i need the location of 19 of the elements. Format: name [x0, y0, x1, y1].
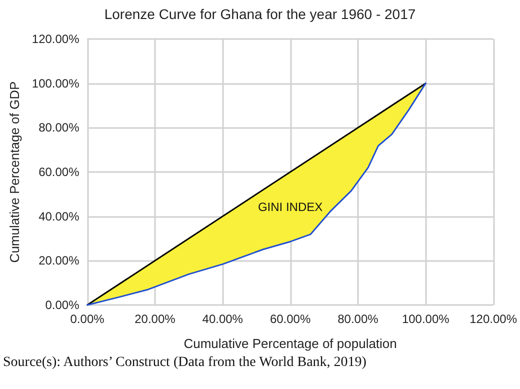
- y-axis-title: Cumulative Percentage of GDP: [7, 81, 22, 263]
- y-tick-label: 20.00%: [38, 254, 80, 268]
- x-tick-label: 60.00%: [270, 312, 311, 326]
- x-tick-label: 100.00%: [402, 312, 450, 326]
- x-tick-label: 40.00%: [202, 312, 244, 326]
- y-tick-label: 60.00%: [38, 165, 80, 179]
- y-tick-label: 100.00%: [32, 76, 80, 90]
- x-tick-label: 20.00%: [134, 312, 176, 326]
- x-tick-label: 0.00%: [70, 312, 105, 326]
- y-tick-label: 80.00%: [38, 120, 80, 135]
- y-tick-label: 40.00%: [38, 209, 80, 224]
- x-tick-label: 80.00%: [338, 312, 379, 326]
- x-axis-title: Cumulative Percentage of population: [184, 336, 397, 351]
- x-tick-label: 120.00%: [470, 312, 518, 326]
- source-note: Source(s): Authors’ Construct (Data from the World Bank, 2019): [2, 355, 368, 371]
- annotation: GINI INDEX: [258, 200, 323, 214]
- chart-title: Lorenze Curve for Ghana for the year 1960 - 2017: [104, 6, 416, 22]
- y-tick-label: 120.00%: [32, 32, 80, 46]
- y-tick-label: 0.00%: [45, 298, 80, 312]
